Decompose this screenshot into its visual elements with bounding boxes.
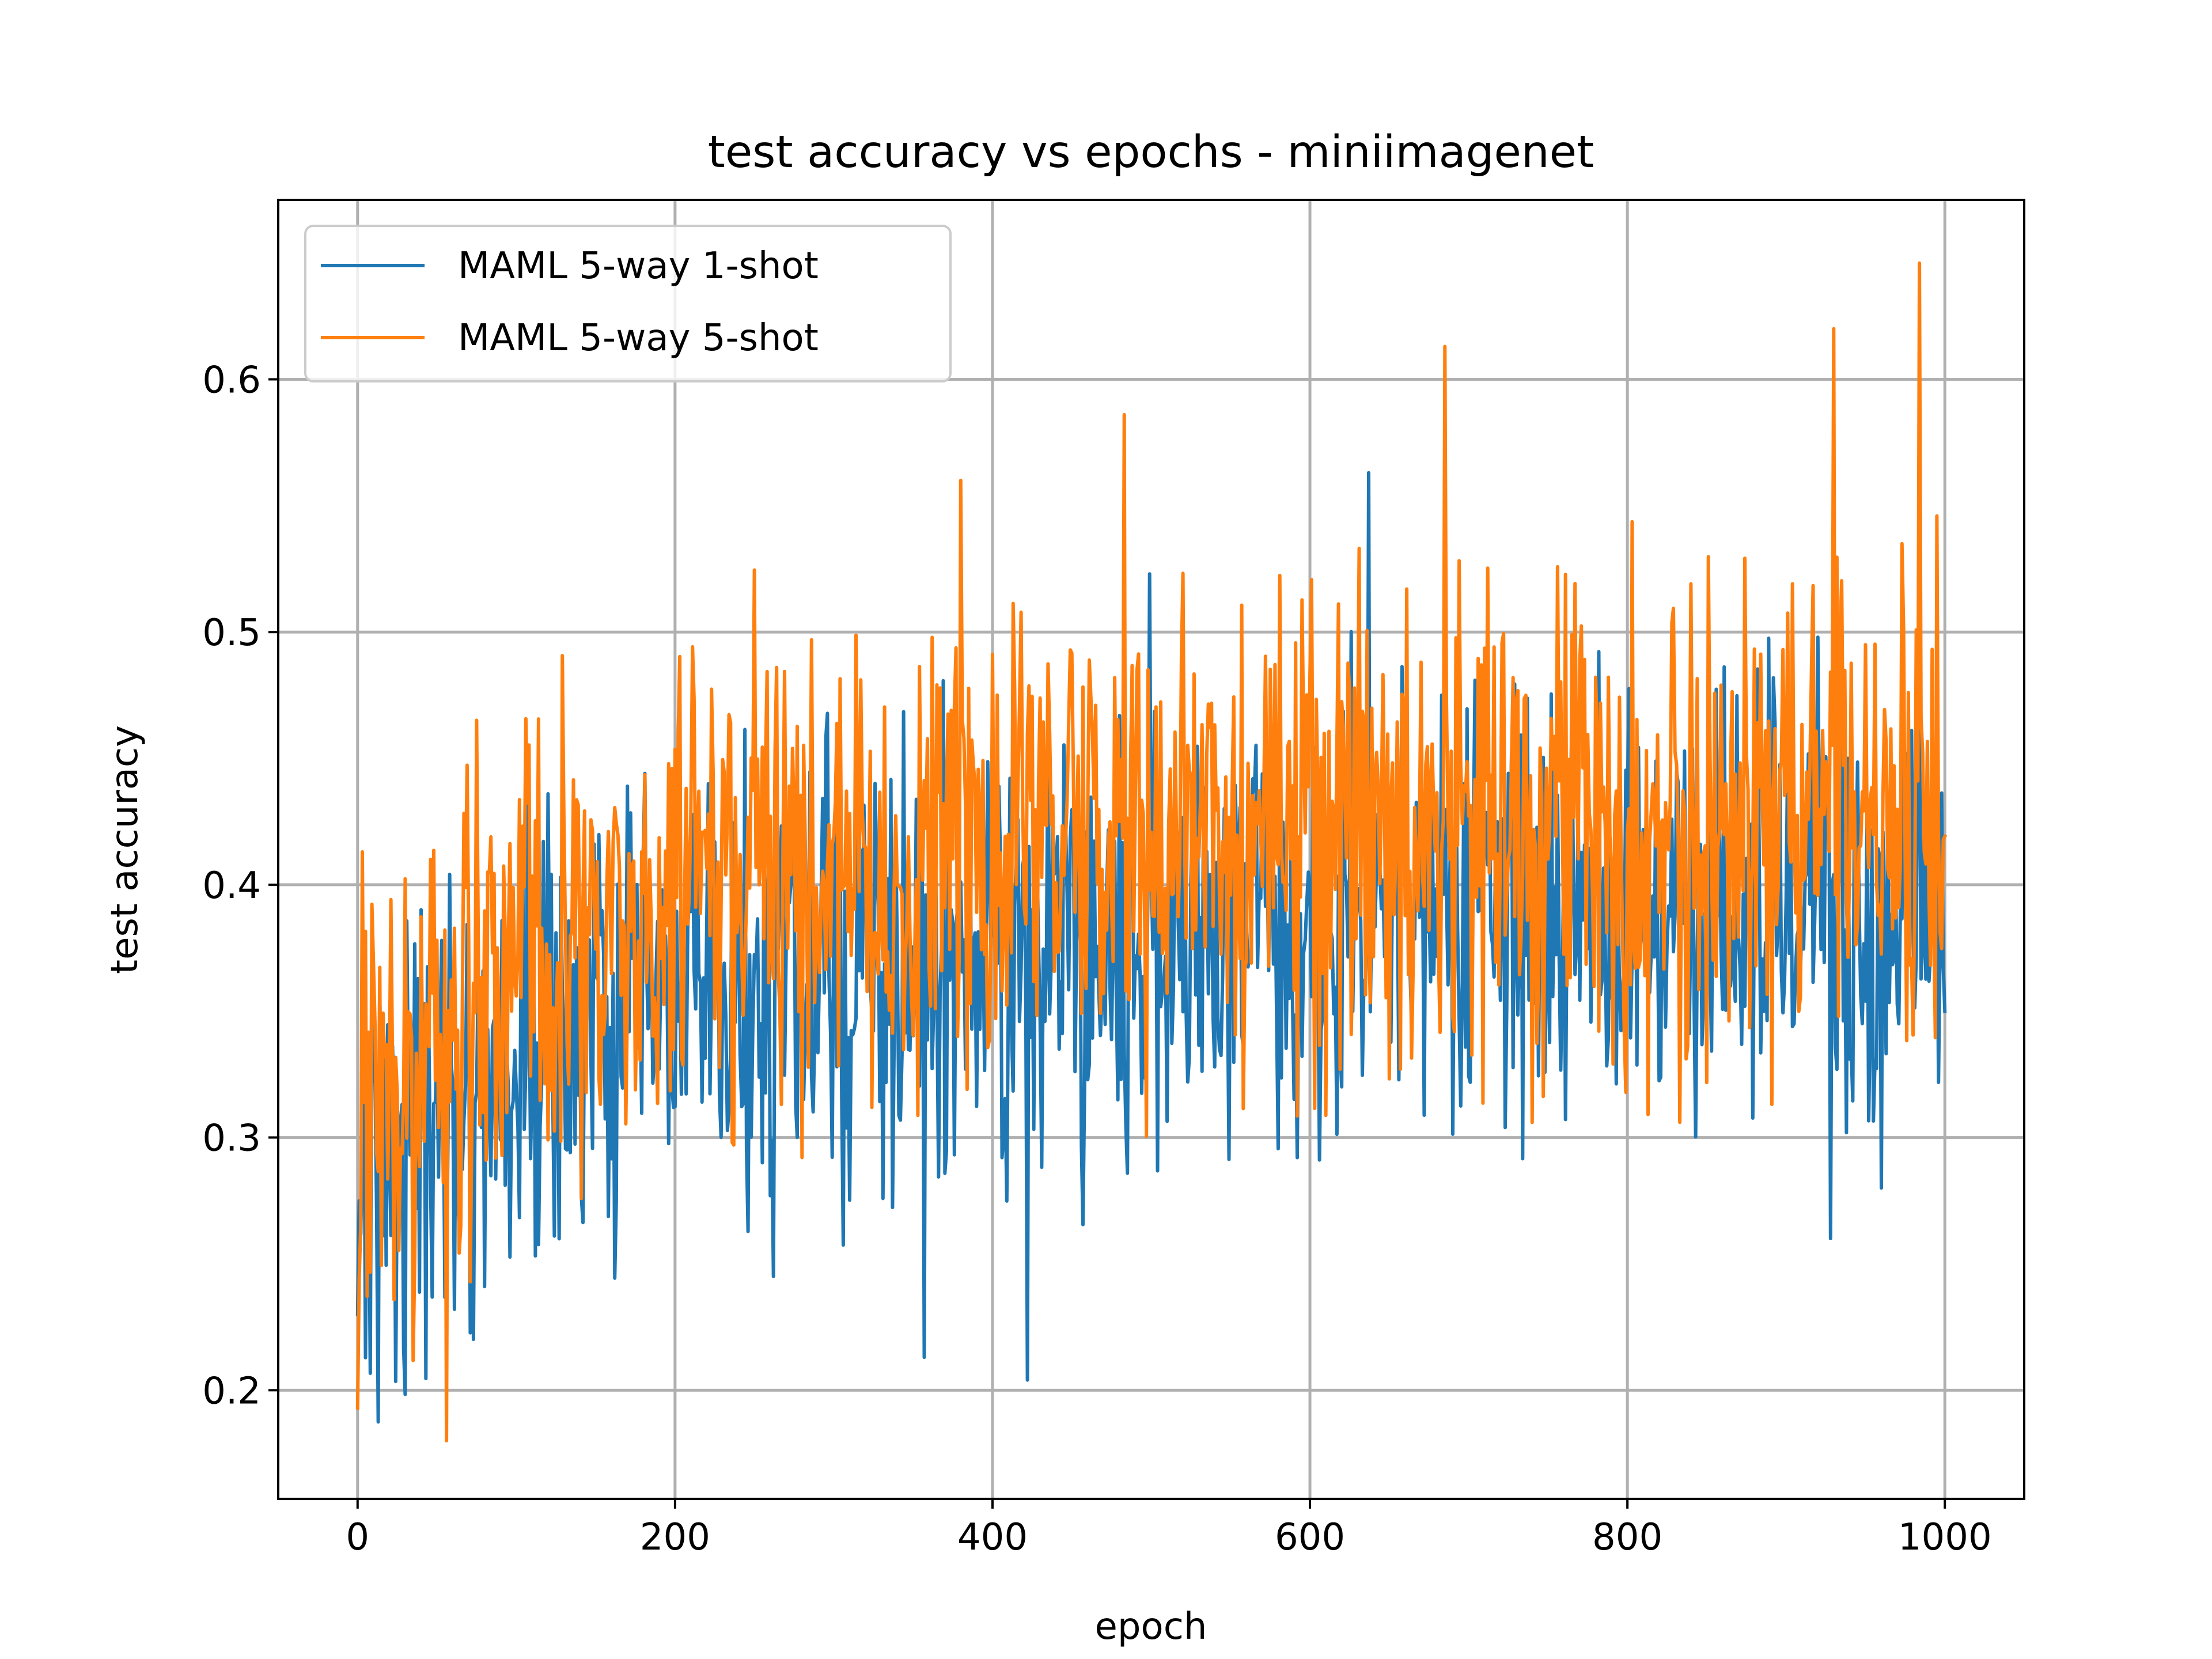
x-tick-label: 800	[1592, 1516, 1662, 1559]
axes-frame	[277, 199, 2025, 1500]
x-tick-label: 1000	[1898, 1516, 1992, 1559]
x-tick-label: 0	[346, 1516, 369, 1559]
legend-box	[304, 225, 952, 382]
x-tick-label: 600	[1275, 1516, 1345, 1559]
y-axis: 0.2 0.3 0.4 0.5 0.6	[202, 359, 278, 1412]
chart-title: test accuracy vs epochs - miniimagenet	[708, 127, 1594, 178]
legend-label-2: MAML 5-way 5-shot	[458, 317, 819, 359]
x-tick-label: 400	[957, 1516, 1028, 1559]
plot-area	[355, 261, 1948, 1443]
y-tick-label: 0.4	[202, 865, 261, 907]
legend-label-1: MAML 5-way 1-shot	[458, 245, 819, 287]
series-line-2	[355, 261, 1948, 1443]
y-tick-label: 0.2	[202, 1370, 261, 1412]
legend: MAML 5-way 1-shot MAML 5-way 5-shot	[304, 225, 952, 382]
x-axis-label: epoch	[1095, 1605, 1207, 1648]
y-tick-label: 0.6	[202, 359, 261, 402]
x-tick-label: 200	[640, 1516, 710, 1559]
y-tick-label: 0.5	[202, 612, 261, 654]
y-axis-label: test accuracy	[104, 725, 146, 974]
x-axis: 0 200 400 600 800 1000	[346, 1499, 1992, 1559]
y-tick-label: 0.3	[202, 1118, 261, 1160]
